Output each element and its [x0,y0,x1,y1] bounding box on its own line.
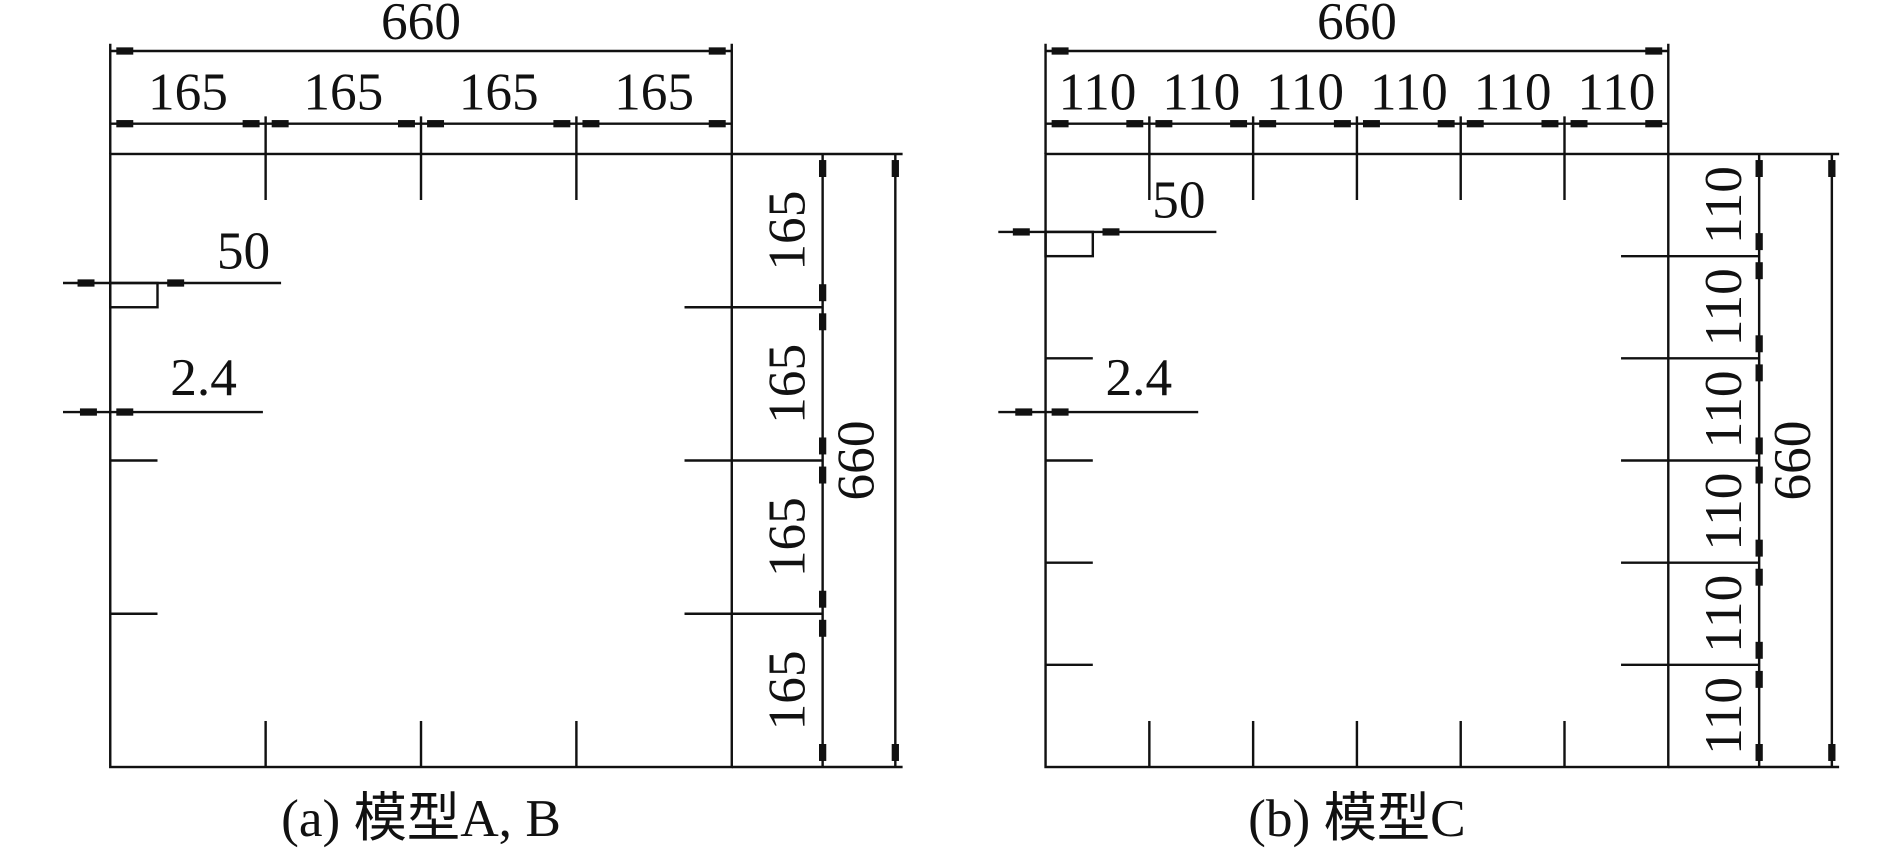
arrow [1466,120,1484,128]
arrow [1126,120,1144,128]
arrow [77,279,95,287]
caption: (a) 模型A, B [281,789,561,848]
arrow [819,437,827,455]
right-dimension-label: 110 [1694,166,1753,244]
arrow [1755,233,1763,251]
arrow [1755,160,1763,177]
arrow [397,120,415,128]
overall-width-label: 660 [381,0,461,51]
arrow [1755,437,1763,455]
arrow [1755,568,1763,586]
top-dimension-label: 165 [303,62,383,121]
arrow [271,120,289,128]
arrow [427,120,445,128]
arrow [1333,120,1351,128]
arrow [553,120,571,128]
arrow [1051,408,1069,416]
top-dimension-label: 165 [148,62,228,121]
arrow [167,279,185,287]
arrow [819,744,827,761]
top-dimension-label: 110 [1370,62,1448,121]
overall-height-label: 660 [1763,421,1822,501]
arrow [1102,228,1120,236]
overall-width-label: 660 [1317,0,1397,51]
right-dimension-label: 110 [1694,268,1753,346]
model-outline [1044,152,1670,769]
arrow [79,408,97,416]
top-dimension-label: 110 [1266,62,1344,121]
arrow [708,47,726,55]
right-dimension-label: 165 [758,650,817,730]
arrow [819,590,827,608]
arrow [819,466,827,484]
arrow [819,619,827,637]
right-dimension-label: 165 [758,344,817,424]
arrow [1755,744,1763,761]
top-dimension-label: 110 [1577,62,1655,121]
arrow [1015,408,1033,416]
arrow [1259,120,1277,128]
top-dimension-label: 110 [1162,62,1240,121]
arrow [1362,120,1380,128]
arrow [582,120,600,128]
gap-label: 2.4 [1106,348,1173,407]
notch [1044,230,1095,258]
right-dimension-label: 165 [758,497,817,577]
arrow [1755,262,1763,280]
right-dimension-label: 165 [758,191,817,271]
arrow [819,160,827,177]
arrow [1828,160,1836,177]
arrow [1051,120,1069,128]
arrow [1755,641,1763,659]
arrow [1755,364,1763,382]
arrow [1755,539,1763,557]
top-dimension-label: 165 [614,62,694,121]
arrow [1755,335,1763,353]
notch-label: 50 [217,222,270,281]
caption: (b) 模型C [1248,789,1466,848]
right-dimension-label: 110 [1694,677,1753,755]
arrow [819,284,827,302]
arrow [819,313,827,331]
arrow [1755,670,1763,688]
arrow [116,408,134,416]
arrow [1230,120,1248,128]
arrow [1437,120,1455,128]
arrow [242,120,260,128]
arrow [1828,744,1836,761]
top-dimension-label: 110 [1058,62,1136,121]
arrow [891,160,899,177]
gap-label: 2.4 [170,348,237,407]
arrow [116,120,134,128]
right-dimension-label: 110 [1694,575,1753,653]
right-dimension-label: 110 [1694,370,1753,448]
model-outline [109,152,733,769]
arrow [1645,120,1663,128]
arrow [1155,120,1173,128]
arrow [1570,120,1588,128]
notch-label: 50 [1152,171,1205,230]
top-dimension-label: 165 [459,62,539,121]
arrow [1012,228,1030,236]
overall-height-label: 660 [827,421,886,501]
arrow [1051,47,1069,55]
arrow [891,744,899,761]
arrow [708,120,726,128]
right-dimension-label: 110 [1694,473,1753,551]
top-dimension-label: 110 [1474,62,1552,121]
arrow [1645,47,1663,55]
arrow [1755,466,1763,484]
notch [109,281,159,309]
arrow [116,47,134,55]
arrow [1541,120,1559,128]
